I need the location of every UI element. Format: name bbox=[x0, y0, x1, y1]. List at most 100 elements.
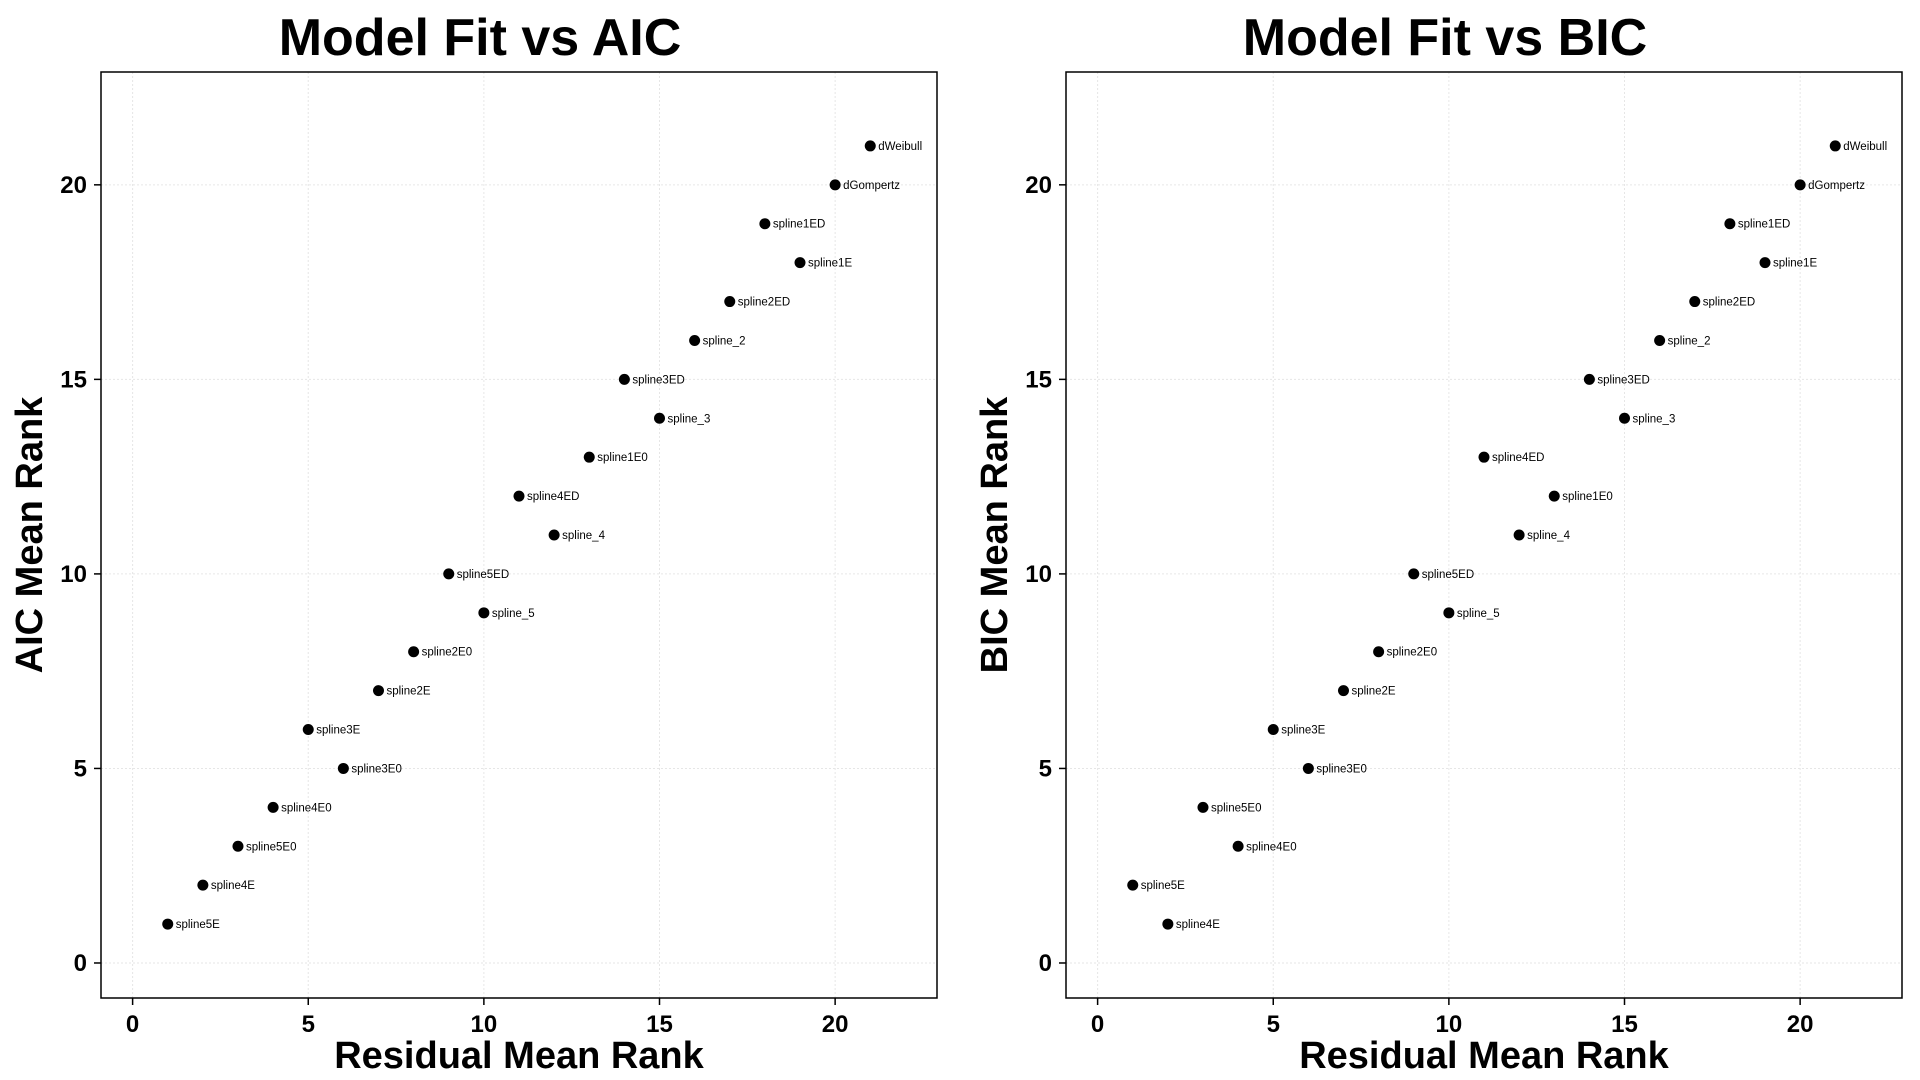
data-point bbox=[1794, 179, 1806, 191]
x-tick-label: 0 bbox=[1091, 1011, 1104, 1038]
point-label: spline5ED bbox=[457, 569, 509, 581]
point-label: spline5E bbox=[1141, 880, 1185, 892]
x-tick-label: 10 bbox=[471, 1011, 498, 1038]
plot-frame bbox=[1065, 71, 1903, 999]
point-label: spline4E bbox=[211, 880, 255, 892]
x-tick-label: 20 bbox=[822, 1011, 849, 1038]
data-point bbox=[1373, 646, 1385, 658]
data-point bbox=[408, 646, 420, 658]
point-label: dWeibull bbox=[1843, 141, 1887, 153]
data-point bbox=[1232, 840, 1244, 852]
point-label: spline5E bbox=[176, 919, 220, 931]
y-axis-label: BIC Mean Rank bbox=[974, 396, 1016, 673]
point-label: spline4E bbox=[1176, 919, 1220, 931]
point-label: spline3ED bbox=[1597, 374, 1649, 386]
point-label: spline4E0 bbox=[1246, 841, 1297, 853]
y-tick-label: 10 bbox=[1025, 561, 1052, 588]
data-point bbox=[1267, 724, 1279, 736]
data-point bbox=[1654, 334, 1666, 346]
point-label: spline3ED bbox=[632, 374, 684, 386]
data-point bbox=[1478, 451, 1490, 463]
x-tick-label: 0 bbox=[126, 1011, 139, 1038]
y-tick-label: 10 bbox=[60, 561, 87, 588]
point-label: dGompertz bbox=[843, 180, 900, 192]
point-label: spline4ED bbox=[1492, 452, 1544, 464]
data-point bbox=[1548, 490, 1560, 502]
point-label: spline2E bbox=[1351, 686, 1395, 698]
chart-title: Model Fit vs AIC bbox=[278, 9, 682, 67]
y-tick-label: 15 bbox=[1025, 366, 1052, 393]
data-point bbox=[724, 296, 736, 308]
x-tick-label: 5 bbox=[1267, 1011, 1280, 1038]
x-tick-label: 5 bbox=[302, 1011, 315, 1038]
point-label: spline_2 bbox=[1668, 335, 1711, 347]
data-point bbox=[267, 801, 279, 813]
chart-title: Model Fit vs BIC bbox=[1242, 9, 1648, 67]
y-tick-label: 5 bbox=[74, 755, 87, 782]
point-label: spline5E0 bbox=[1211, 802, 1262, 814]
point-label: spline2E bbox=[386, 686, 430, 698]
data-point bbox=[1443, 607, 1455, 619]
point-label: spline2ED bbox=[738, 297, 790, 309]
point-label: spline5E0 bbox=[246, 841, 297, 853]
point-label: spline_2 bbox=[703, 335, 746, 347]
y-tick-label: 20 bbox=[60, 172, 87, 199]
bic-scatter-plot: 0 5 10 15 20 0 5 10 15 20 Residual Mean Rank BIC Me… bbox=[974, 71, 1903, 1077]
point-label: spline_4 bbox=[562, 530, 605, 542]
data-point bbox=[478, 607, 490, 619]
aic-chart-panel: Model Fit vs AIC 0 5 10 15 20 0 5 10 15 20 Residua… bbox=[9, 9, 938, 1077]
y-tick-label: 15 bbox=[60, 366, 87, 393]
point-label: spline_5 bbox=[492, 608, 535, 620]
data-point bbox=[162, 918, 174, 930]
data-point bbox=[1127, 879, 1139, 891]
point-label: spline3E0 bbox=[1316, 763, 1367, 775]
data-point bbox=[1689, 296, 1701, 308]
point-label: spline1E0 bbox=[1562, 491, 1613, 503]
y-tick-label: 0 bbox=[74, 950, 87, 977]
point-label: spline1ED bbox=[773, 219, 825, 231]
data-point bbox=[1337, 685, 1349, 697]
data-point bbox=[583, 451, 595, 463]
point-label: spline4ED bbox=[527, 491, 579, 503]
data-point bbox=[829, 179, 841, 191]
point-label: spline1ED bbox=[1738, 219, 1790, 231]
data-point bbox=[1197, 801, 1209, 813]
data-point bbox=[1724, 218, 1736, 230]
point-label: spline2E0 bbox=[1387, 647, 1438, 659]
point-label: spline_3 bbox=[668, 413, 711, 425]
point-label: dGompertz bbox=[1808, 180, 1865, 192]
point-label: spline4E0 bbox=[281, 802, 332, 814]
point-label: dWeibull bbox=[878, 141, 922, 153]
point-label: spline3E0 bbox=[351, 763, 402, 775]
point-label: spline1E0 bbox=[597, 452, 648, 464]
point-label: spline1E bbox=[808, 258, 852, 270]
data-point bbox=[1583, 373, 1595, 385]
point-label: spline2ED bbox=[1703, 297, 1755, 309]
point-label: spline_4 bbox=[1527, 530, 1570, 542]
data-point bbox=[654, 412, 666, 424]
bic-chart-panel: Model Fit vs BIC 0 5 10 15 20 0 5 10 15 20 Residua… bbox=[965, 0, 1920, 1080]
data-point bbox=[794, 257, 806, 269]
x-axis-label: Residual Mean Rank bbox=[1299, 1035, 1669, 1077]
data-point bbox=[618, 373, 630, 385]
point-label: spline_3 bbox=[1633, 413, 1676, 425]
point-label: spline3E bbox=[316, 725, 360, 737]
x-tick-label: 10 bbox=[1436, 1011, 1463, 1038]
data-point bbox=[689, 334, 701, 346]
aic-scatter-plot: 0 5 10 15 20 0 5 10 15 20 Residual Mean Rank AIC Me… bbox=[9, 71, 938, 1077]
point-label: spline1E bbox=[1773, 258, 1817, 270]
point-label: spline2E0 bbox=[422, 647, 473, 659]
data-point bbox=[302, 724, 314, 736]
data-point bbox=[197, 879, 209, 891]
data-point bbox=[1408, 568, 1420, 580]
data-point bbox=[1513, 529, 1525, 541]
data-point bbox=[1162, 918, 1174, 930]
x-tick-label: 20 bbox=[1787, 1011, 1814, 1038]
data-point bbox=[1829, 140, 1841, 152]
x-tick-label: 15 bbox=[1611, 1011, 1638, 1038]
data-point bbox=[513, 490, 525, 502]
point-label: spline5ED bbox=[1422, 569, 1474, 581]
x-axis-label: Residual Mean Rank bbox=[334, 1035, 704, 1077]
data-point bbox=[864, 140, 876, 152]
